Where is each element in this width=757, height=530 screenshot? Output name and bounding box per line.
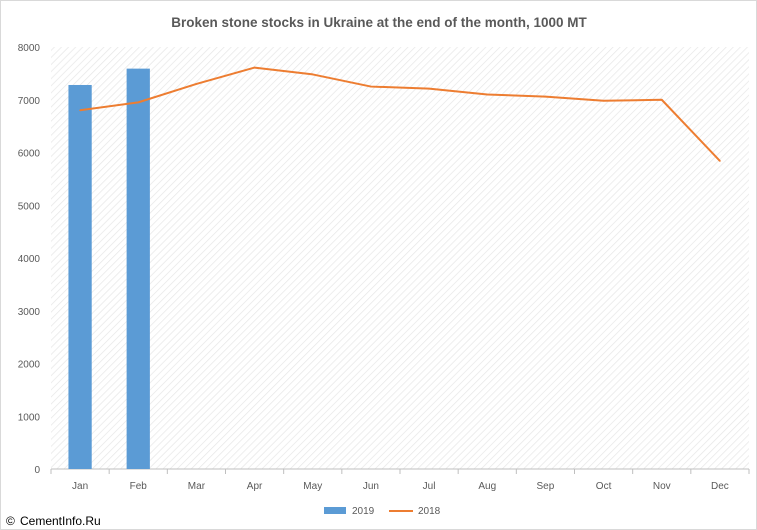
x-tick-label: Dec: [711, 481, 729, 492]
y-tick-label: 6000: [18, 149, 41, 160]
line-series-2018: [79, 66, 721, 162]
bar-2019-jan: [68, 84, 92, 469]
point-2018-may: [311, 73, 314, 76]
point-2018-jul: [428, 87, 430, 90]
legend-swatch-2019: [324, 507, 346, 514]
watermark-text: CementInfo.Ru: [20, 514, 101, 528]
y-axis-ticks: 0 1000 2000 3000 4000 5000 6000 7000 8000: [18, 43, 41, 476]
y-tick-label: 3000: [18, 307, 41, 318]
x-tick-label: Apr: [247, 481, 263, 492]
point-2018-mar: [195, 83, 198, 85]
plot-area: [51, 47, 749, 469]
bar-series-2019: [68, 68, 150, 469]
point-2018-nov: [660, 98, 663, 101]
point-2018-jan: [79, 109, 81, 112]
y-tick-label: 8000: [18, 43, 41, 54]
x-axis: Jan Feb Mar Apr May Jun Jul Aug Sep Oct Nov Dec: [50, 468, 750, 492]
x-tick-label: Nov: [653, 481, 671, 492]
y-tick-label: 0: [34, 465, 40, 476]
point-2018-apr: [253, 66, 256, 69]
bar-2019-feb: [126, 68, 150, 469]
x-tick-label: Aug: [478, 481, 496, 492]
line-2018: [79, 66, 721, 162]
legend: 2019 2018: [324, 506, 441, 517]
point-2018-oct: [602, 100, 605, 102]
legend-label-2018: 2018: [418, 506, 441, 517]
x-tick-label: Mar: [188, 481, 206, 492]
x-tick-label: Jul: [423, 481, 436, 492]
y-tick-label: 5000: [18, 201, 41, 212]
point-2018-aug: [486, 93, 489, 96]
point-2018-sep: [544, 95, 547, 98]
y-tick-label: 2000: [18, 360, 41, 371]
legend-label-2019: 2019: [352, 506, 375, 517]
chart-title: Broken stone stocks in Ukraine at the en…: [171, 15, 587, 30]
x-tick-label: May: [303, 481, 322, 492]
y-tick-label: 1000: [18, 412, 41, 423]
x-tick-label: Sep: [537, 481, 555, 492]
copyright-symbol: ©: [6, 514, 15, 528]
x-tick-label: Feb: [130, 481, 148, 492]
x-tick-label: Jun: [363, 481, 379, 492]
point-2018-feb: [137, 101, 140, 104]
y-tick-label: 7000: [18, 96, 41, 107]
point-2018-dec: [719, 160, 721, 162]
x-tick-label: Oct: [596, 481, 612, 492]
y-tick-label: 4000: [18, 254, 41, 265]
x-tick-label: Jan: [72, 481, 88, 492]
watermark: © CementInfo.Ru: [6, 514, 101, 528]
point-2018-jun: [370, 85, 372, 88]
